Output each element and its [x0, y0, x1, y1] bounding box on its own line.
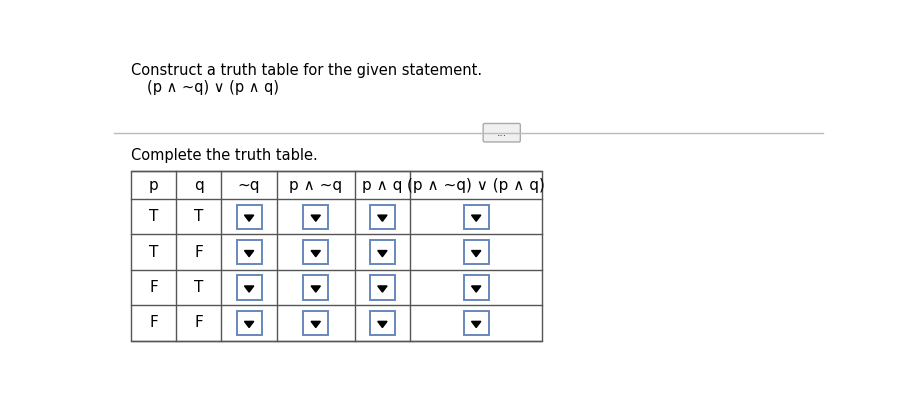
Polygon shape: [377, 215, 387, 221]
Bar: [370, 311, 395, 335]
Text: T: T: [149, 209, 158, 224]
Bar: [303, 311, 328, 335]
Bar: [303, 240, 328, 264]
Text: T: T: [194, 280, 204, 295]
Polygon shape: [472, 251, 481, 257]
Bar: [463, 204, 489, 229]
Text: F: F: [149, 280, 158, 295]
Text: q: q: [194, 178, 204, 192]
Bar: [463, 275, 489, 299]
Text: ...: ...: [496, 128, 506, 138]
Polygon shape: [472, 321, 481, 328]
Text: p: p: [149, 178, 159, 192]
Bar: [303, 204, 328, 229]
Text: Complete the truth table.: Complete the truth table.: [132, 148, 318, 163]
Polygon shape: [472, 286, 481, 292]
Polygon shape: [311, 286, 321, 292]
Text: (p ∧ ~q) ∨ (p ∧ q): (p ∧ ~q) ∨ (p ∧ q): [147, 81, 279, 95]
FancyBboxPatch shape: [484, 123, 520, 142]
Text: F: F: [195, 244, 203, 259]
Bar: [237, 311, 261, 335]
Text: T: T: [149, 244, 158, 259]
Polygon shape: [472, 215, 481, 221]
Bar: [370, 240, 395, 264]
Bar: [463, 311, 489, 335]
Bar: [463, 240, 489, 264]
Text: ~q: ~q: [238, 178, 260, 192]
Bar: [237, 204, 261, 229]
Text: p ∧ ~q: p ∧ ~q: [289, 178, 343, 192]
Polygon shape: [311, 321, 321, 328]
Polygon shape: [311, 251, 321, 257]
Polygon shape: [377, 286, 387, 292]
Bar: [370, 275, 395, 299]
Polygon shape: [377, 321, 387, 328]
Polygon shape: [244, 286, 254, 292]
Bar: [237, 240, 261, 264]
Polygon shape: [311, 215, 321, 221]
Polygon shape: [244, 215, 254, 221]
Polygon shape: [244, 321, 254, 328]
Polygon shape: [244, 251, 254, 257]
Text: T: T: [194, 209, 204, 224]
Bar: [237, 275, 261, 299]
Text: p ∧ q: p ∧ q: [362, 178, 402, 192]
Text: Construct a truth table for the given statement.: Construct a truth table for the given st…: [132, 64, 483, 78]
Text: F: F: [195, 316, 203, 330]
Text: F: F: [149, 316, 158, 330]
Bar: [132, 171, 542, 341]
Text: (p ∧ ~q) ∨ (p ∧ q): (p ∧ ~q) ∨ (p ∧ q): [408, 178, 545, 192]
Bar: [303, 275, 328, 299]
Polygon shape: [377, 251, 387, 257]
Bar: [370, 204, 395, 229]
